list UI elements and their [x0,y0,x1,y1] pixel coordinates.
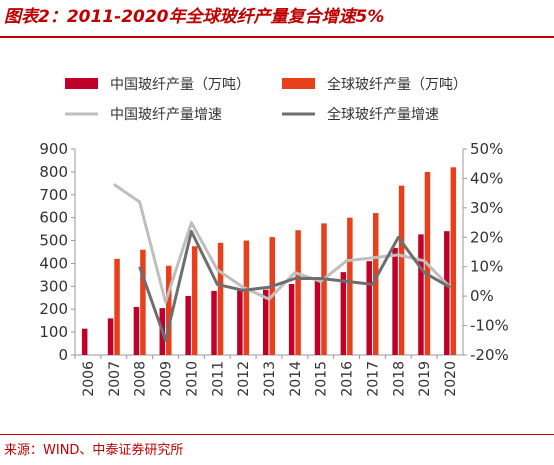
left-tick-label: 700 [39,186,68,204]
left-tick-label: 200 [39,300,68,318]
legend-china-output-label: 中国玻纤产量（万吨） [110,77,250,93]
source-divider [0,434,554,435]
left-tick-label: 800 [39,163,68,181]
left-tick-label: 0 [58,346,68,364]
x-tick-label: 2014 [288,361,304,397]
x-tick-label: 2007 [107,361,123,397]
right-tick-label: 50% [470,140,503,158]
china-output-bar [392,247,398,355]
x-tick-label: 2013 [262,361,278,397]
china-output-bar [185,295,191,355]
right-tick-label: -10% [470,317,509,335]
x-tick-label: 2011 [210,361,226,397]
x-tick-label: 2017 [365,361,381,397]
x-tick-label: 2016 [340,361,356,397]
right-tick-label: 30% [470,199,503,217]
china-output-bar [211,290,217,355]
legend-global-output-label: 全球玻纤产量（万吨） [327,76,467,93]
right-tick-label: 40% [470,169,503,187]
global-output-bar [243,240,250,355]
right-tick-label: 20% [470,228,503,246]
global-output-bar [372,213,379,355]
china-output-bar [444,231,450,355]
x-tick-label: 2008 [133,361,149,397]
x-tick-label: 2012 [236,361,252,397]
x-tick-label: 2019 [417,361,433,397]
china-output-bar [107,318,114,355]
china-output-bar [314,280,321,355]
china-output-bar [340,272,347,355]
left-tick-label: 600 [39,209,68,227]
left-tick-label: 900 [39,140,68,158]
left-tick-label: 500 [39,232,68,250]
bars [81,167,457,355]
right-tick-label: 10% [470,258,503,276]
legend-china-growth-label: 中国玻纤产量增速 [110,107,222,123]
china-output-bar [81,328,88,355]
global-output-bar [140,249,146,355]
x-tick-label: 2015 [314,361,330,397]
lines [112,183,452,342]
global-output-bar [114,258,120,355]
right-tick-label: 0% [470,287,494,305]
source-note: 来源：WIND、中泰证券研究所 [4,443,184,458]
global-output-bar [398,185,405,355]
global-output-bar [321,223,327,355]
global-output-bar [191,246,198,355]
x-tick-label: 2006 [81,361,97,397]
global-growth-line [138,229,451,342]
china-output-bar [418,234,424,355]
global-output-bar [217,242,224,355]
x-tick-label: 2018 [391,361,407,397]
global-output-bar [295,230,301,355]
legend-global-growth-label: 全球玻纤产量增速 [327,106,439,123]
legend-china-output-swatch [65,78,98,89]
china-growth-line [112,183,452,304]
chart-title: 图表2：2011-2020年全球玻纤产量复合增速5% [4,7,385,27]
x-tick-label: 2009 [159,361,175,397]
chart: 中国玻纤产量（万吨） 全球玻纤产量（万吨） 中国玻纤产量增速 全球玻纤产量增速 0 10… [39,76,508,397]
global-output-bar [450,167,457,355]
legend: 中国玻纤产量（万吨） 全球玻纤产量（万吨） 中国玻纤产量增速 全球玻纤产量增速 [65,76,467,123]
axes: 0 100 200 300 400 500 600 700 800 900 -20% -10% 0% 10… [39,140,508,397]
left-tick-label: 300 [39,277,68,295]
china-output-bar [133,306,140,355]
left-tick-label: 100 [39,323,68,341]
china-output-bar [237,288,243,355]
china-output-bar [366,261,372,355]
left-tick-label: 400 [39,254,68,272]
x-tick-label: 2020 [443,361,459,397]
china-output-bar [263,289,269,355]
global-output-bar [166,265,172,355]
global-output-bar [347,217,353,355]
china-output-bar [288,284,295,355]
right-tick-label: -20% [470,346,509,364]
title-divider [0,36,554,38]
legend-global-output-swatch [282,78,315,89]
x-tick-label: 2010 [184,361,200,397]
